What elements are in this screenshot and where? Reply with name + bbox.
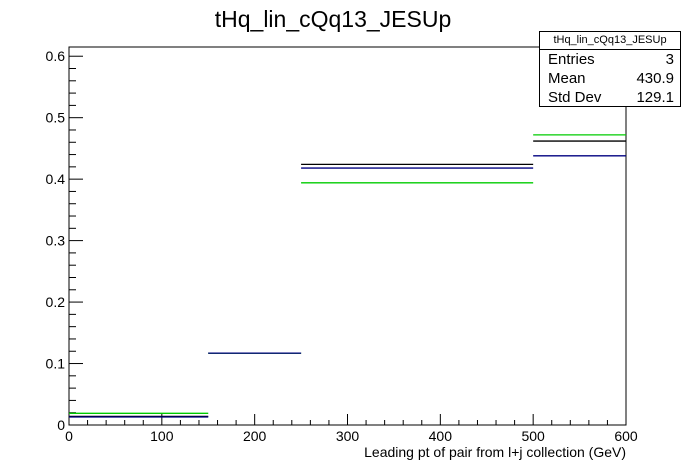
x-tick-label: 600 [614,428,638,444]
series-2 [69,155,626,418]
stats-row-entries: Entries 3 [540,50,680,69]
chart-title: tHq_lin_cQq13_JESUp [215,6,452,32]
y-tick-label: 0.5 [46,110,66,126]
stats-label: Entries [548,51,595,68]
x-tick-label: 100 [150,428,174,444]
x-axis-label: Leading pt of pair from l+j collection (… [364,444,626,460]
stats-row-mean: Mean 430.9 [540,69,680,88]
stats-value: 430.9 [636,70,674,87]
series-layer [69,134,626,418]
y-tick-label: 0.6 [46,48,66,64]
y-tick-label: 0.4 [46,171,66,187]
stats-value: 3 [665,51,674,68]
x-tick-label: 200 [243,428,267,444]
x-tick-label: 300 [336,428,360,444]
x-tick-label: 400 [429,428,453,444]
y-tick-label: 0.3 [46,233,66,249]
stats-value: 129.1 [636,89,674,106]
axes: 0 100 200 300 400 500 600 0 0.1 0.2 0.3 0.4 0.5 0.6 [46,46,638,444]
stats-label: Std Dev [548,89,602,106]
stats-label: Mean [548,70,586,87]
stats-row-stddev: Std Dev 129.1 [540,88,680,107]
x-tick-label: 500 [521,428,545,444]
x-tick-label: 0 [65,428,73,444]
y-tick-label: 0 [57,417,65,433]
y-tick-label: 0.2 [46,294,66,310]
stats-box: tHq_lin_cQq13_JESUp Entries 3 Mean 430.9… [539,31,681,107]
stats-box-title: tHq_lin_cQq13_JESUp [540,32,680,50]
series-1 [69,134,626,414]
y-tick-label: 0.1 [46,356,66,372]
